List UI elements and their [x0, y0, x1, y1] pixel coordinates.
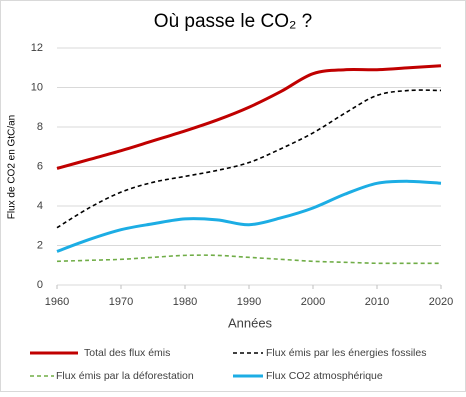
y-tick-label: 10 [31, 81, 43, 93]
y-axis-label: Flux de CO2 en GtC/an [7, 115, 18, 220]
y-tick-label: 6 [37, 160, 43, 172]
y-tick-label: 0 [37, 279, 43, 291]
series-line [56, 179, 442, 253]
x-tick-label: 1980 [173, 296, 197, 308]
x-axis-label: Années [228, 315, 273, 330]
x-tick-label: 1960 [45, 296, 69, 308]
legend-label: Flux CO2 atmosphérique [266, 370, 383, 382]
chart-title: Où passe le CO₂ ? [154, 11, 312, 32]
legend-label: Flux émis par les énergies fossiles [266, 347, 426, 359]
series-line [56, 89, 442, 229]
legend-label: Total des flux émis [84, 347, 170, 359]
y-tick-label: 4 [37, 200, 43, 212]
y-tick-label: 2 [37, 239, 43, 251]
x-tick-label: 1970 [109, 296, 133, 308]
y-tick-label: 8 [37, 121, 43, 133]
x-tick-label: 2020 [429, 296, 453, 308]
y-tick-label: 12 [31, 42, 43, 54]
series-line [56, 64, 442, 170]
x-tick-label: 2010 [365, 296, 389, 308]
x-tick-label: 1990 [237, 296, 261, 308]
series-line [56, 254, 441, 265]
x-tick-label: 2000 [301, 296, 325, 308]
legend-label: Flux émis par la déforestation [56, 370, 194, 382]
